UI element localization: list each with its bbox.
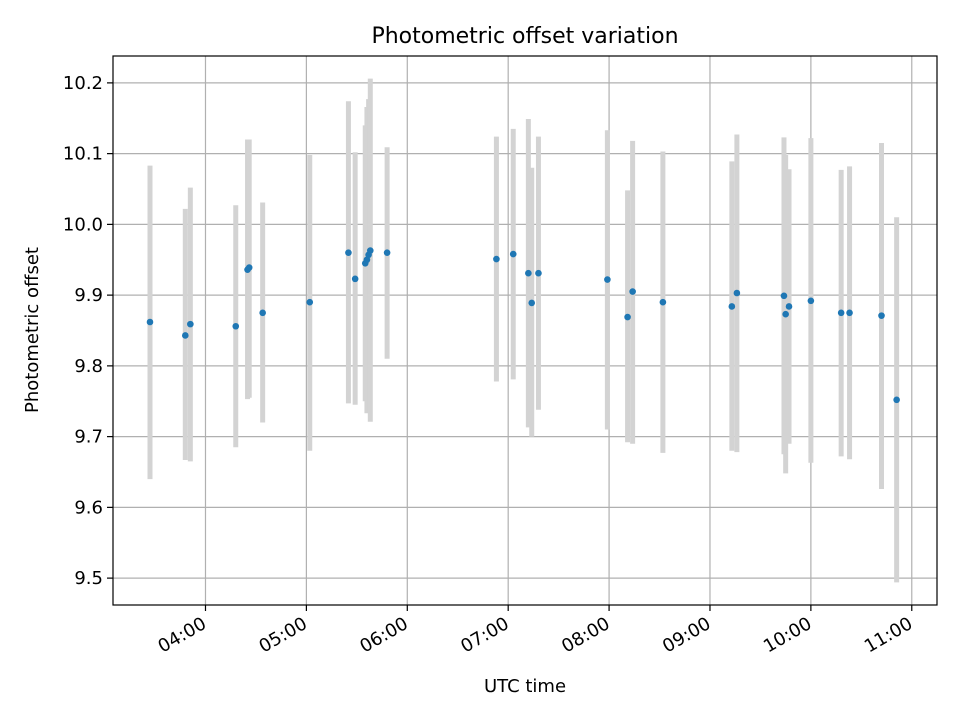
data-point — [509, 250, 517, 258]
data-point — [780, 292, 788, 300]
data-point — [728, 303, 736, 310]
data-point — [878, 312, 885, 319]
data-point — [146, 318, 154, 326]
y-tick-label: 10.2 — [63, 73, 103, 94]
data-point — [893, 396, 900, 404]
data-point — [351, 275, 359, 283]
data-point — [182, 332, 189, 339]
data-point — [306, 298, 314, 306]
data-point — [528, 299, 536, 307]
data-point — [366, 247, 374, 254]
data-point — [782, 310, 789, 318]
data-point — [245, 264, 253, 271]
y-tick-label: 10.0 — [63, 214, 103, 235]
data-point — [846, 309, 853, 317]
data-point — [232, 322, 240, 330]
y-tick-label: 9.5 — [74, 568, 103, 589]
y-tick-label: 10.1 — [63, 144, 103, 165]
data-point — [807, 297, 815, 305]
data-point — [604, 276, 611, 283]
y-axis-label: Photometric offset — [22, 247, 43, 413]
data-point — [383, 249, 391, 256]
data-point — [493, 255, 500, 263]
data-point — [187, 320, 194, 328]
y-tick-label: 9.9 — [74, 285, 103, 306]
plot-frame — [112, 55, 938, 606]
data-point — [525, 269, 532, 277]
y-axis-ticks: 9.5 9.6 9.7 9.8 9.9 10.0 10.1 10.2 — [63, 73, 113, 589]
data-point — [785, 303, 793, 310]
data-point — [363, 256, 371, 264]
x-axis-label: UTC time — [484, 676, 566, 697]
data-point — [624, 313, 631, 321]
data-point — [259, 309, 266, 317]
data-point — [629, 288, 636, 295]
data-point — [659, 298, 667, 306]
data-point — [837, 309, 845, 317]
data-point — [733, 289, 741, 297]
y-tick-label: 9.7 — [74, 427, 103, 448]
y-tick-label: 9.6 — [74, 497, 103, 518]
y-tick-label: 9.8 — [74, 356, 103, 377]
chart-title: Photometric offset variation — [371, 24, 678, 49]
data-point — [345, 249, 352, 256]
data-points — [146, 247, 900, 404]
data-point — [535, 269, 542, 277]
